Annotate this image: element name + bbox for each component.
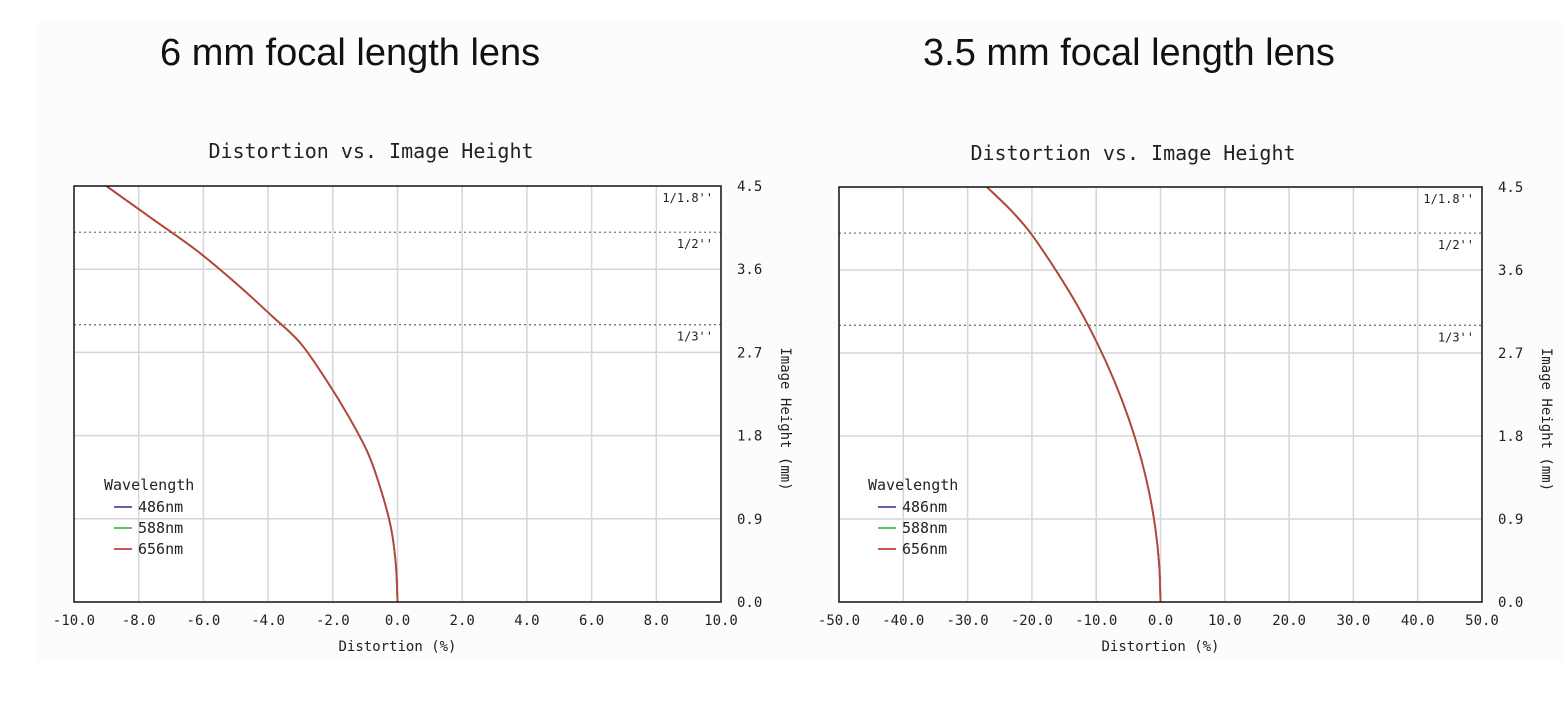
- y-axis-label: Image Height (mm): [777, 347, 793, 490]
- x-tick-label: 10.0: [1208, 613, 1242, 629]
- x-tick-label: -10.0: [1075, 613, 1117, 629]
- x-tick-label: -50.0: [818, 613, 860, 629]
- y-tick-label: 0.9: [1498, 512, 1523, 528]
- legend-entry: 588nm: [138, 519, 183, 537]
- right-panel-heading: 3.5 mm focal length lens: [923, 32, 1335, 74]
- series-line-656nm: [986, 186, 1162, 603]
- x-tick-label: -40.0: [882, 613, 924, 629]
- plot-frame: [73, 185, 722, 603]
- y-tick-label: 0.9: [737, 512, 762, 528]
- y-tick-label: 0.0: [737, 595, 762, 611]
- x-tick-label: 10.0: [704, 613, 738, 629]
- sensor-format-label: 1/3'': [677, 330, 713, 344]
- legend-entry: 656nm: [902, 540, 947, 558]
- x-tick-label: 40.0: [1401, 613, 1435, 629]
- sensor-format-label: 1/2'': [677, 237, 713, 251]
- sensor-format-label: 1/3'': [1438, 330, 1474, 344]
- x-tick-label: -20.0: [1011, 613, 1053, 629]
- y-axis-label: Image Height (mm): [1538, 348, 1554, 491]
- legend-entry: 486nm: [902, 498, 947, 516]
- y-tick-label: 0.0: [1498, 595, 1523, 611]
- chart-left: -10.0 -8.0 -6.0 -4.0 -2.0 0.0 2.0 4.0 6.0 8.0 10.0…: [53, 139, 793, 655]
- x-tick-label: -2.0: [316, 613, 350, 629]
- y-tick-label: 3.6: [1498, 263, 1523, 279]
- series-line-656nm: [105, 185, 399, 603]
- y-tick-label: 1.8: [1498, 429, 1523, 445]
- y-tick-label: 2.7: [1498, 346, 1523, 362]
- sensor-format-label: 1/1.8'': [662, 191, 713, 205]
- y-tick-label: 4.5: [737, 179, 762, 195]
- sensor-format-label: 1/2'': [1438, 238, 1474, 252]
- x-axis-label: Distortion (%): [1101, 639, 1219, 655]
- x-tick-label: 8.0: [644, 613, 669, 629]
- x-axis-label: Distortion (%): [338, 639, 456, 655]
- x-tick-label: 4.0: [514, 613, 539, 629]
- x-tick-label: -4.0: [251, 613, 285, 629]
- x-tick-label: 20.0: [1272, 613, 1306, 629]
- legend-entry: 486nm: [138, 498, 183, 516]
- x-tick-label: -10.0: [53, 613, 95, 629]
- legend-entry: 588nm: [902, 519, 947, 537]
- plot-frame: [838, 186, 1483, 603]
- x-tick-label: 30.0: [1337, 613, 1371, 629]
- x-tick-label: 0.0: [1148, 613, 1173, 629]
- chart-title: Distortion vs. Image Height: [970, 141, 1295, 165]
- x-tick-label: -6.0: [187, 613, 221, 629]
- y-tick-label: 4.5: [1498, 180, 1523, 196]
- x-tick-label: 2.0: [450, 613, 475, 629]
- x-tick-label: 0.0: [385, 613, 410, 629]
- sensor-format-label: 1/1.8'': [1423, 192, 1474, 206]
- legend-entry: 656nm: [138, 540, 183, 558]
- chart-right: -50.0 -40.0 -30.0 -20.0 -10.0 0.0 10.0 20.0 30.0…: [818, 141, 1554, 655]
- x-tick-label: -30.0: [947, 613, 989, 629]
- chart-title: Distortion vs. Image Height: [208, 139, 533, 163]
- y-tick-label: 1.8: [737, 429, 762, 445]
- x-tick-label: 6.0: [579, 613, 604, 629]
- x-tick-label: 50.0: [1465, 613, 1499, 629]
- legend-title: Wavelength: [868, 476, 958, 494]
- y-tick-label: 3.6: [737, 262, 762, 278]
- x-tick-label: -8.0: [122, 613, 156, 629]
- legend-title: Wavelength: [104, 476, 194, 494]
- y-tick-label: 2.7: [737, 345, 762, 361]
- left-panel-heading: 6 mm focal length lens: [160, 32, 541, 74]
